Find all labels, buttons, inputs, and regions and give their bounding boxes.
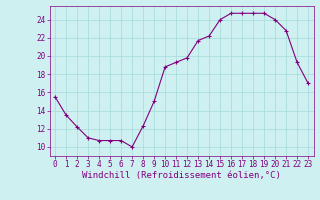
X-axis label: Windchill (Refroidissement éolien,°C): Windchill (Refroidissement éolien,°C): [82, 171, 281, 180]
